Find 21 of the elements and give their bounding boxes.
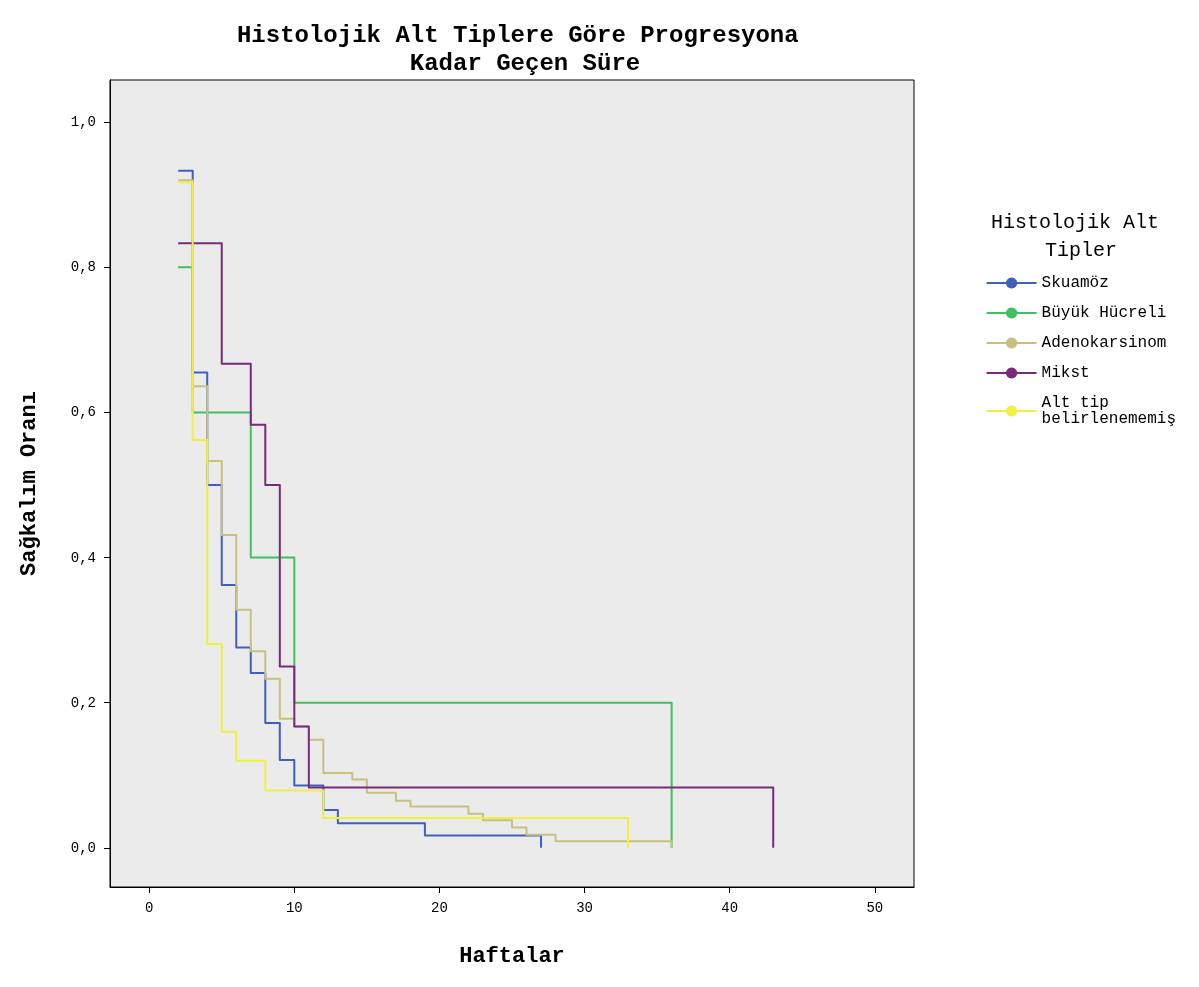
legend-title: Histolojik Alt Tipler — [990, 210, 1172, 262]
y-tick-label: 1,0 — [70, 114, 96, 131]
x-tick-label: 10 — [285, 900, 303, 916]
y-tick-label: 0,2 — [70, 694, 96, 711]
legend-label: Alt tip belirlenememiş — [1041, 394, 1176, 428]
legend-label: Skuamöz — [1041, 274, 1109, 292]
y-tick-label: 0,6 — [70, 404, 96, 421]
legend-label: Adenokarsinom — [1041, 334, 1167, 352]
y-tick-label: 0,4 — [70, 549, 96, 566]
y-tick-label: 0,0 — [70, 839, 96, 856]
legend-label: Mikst — [1041, 364, 1090, 382]
y-axis-title: Sağkalım Oranı — [16, 391, 42, 576]
x-tick-label: 0 — [144, 900, 154, 916]
x-tick-label: 30 — [576, 900, 593, 916]
x-tick-label: 50 — [866, 900, 884, 916]
x-axis-title: Haftalar — [459, 943, 565, 969]
x-tick-label: 20 — [431, 900, 448, 916]
y-tick-label: 0,8 — [70, 259, 96, 276]
legend-label: Büyük Hücreli — [1041, 304, 1167, 322]
x-tick-label: 40 — [721, 900, 739, 916]
chart-title: Histolojik Alt Tiplere Göre Progresyona Kadar Geçen Süre — [236, 21, 814, 77]
